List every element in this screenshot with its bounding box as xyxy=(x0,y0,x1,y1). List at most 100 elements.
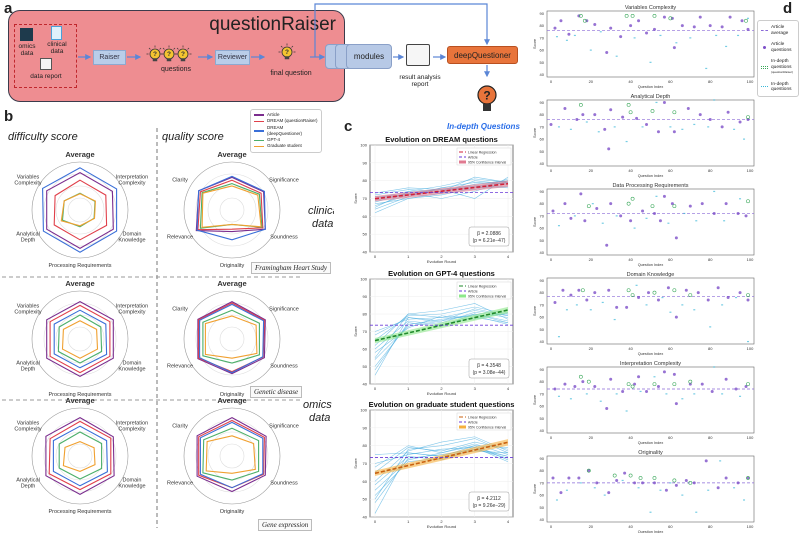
radar-axis-label: Processing Requirements xyxy=(49,509,112,515)
article-question-point xyxy=(746,27,750,31)
radar-series-gpt-4 xyxy=(57,314,103,364)
radar-series-gpt-4 xyxy=(199,183,263,229)
scatter-chart-sc4: Domain Knowledge 40 50 60 70 80 90 0 20 40 60 80 100… xyxy=(533,272,755,356)
feedback-arrow xyxy=(314,3,490,57)
x-axis-label: Question Index xyxy=(638,441,664,445)
radar-gridline xyxy=(219,326,245,352)
trajectory-line xyxy=(374,436,509,482)
in-depth-raiser-point xyxy=(624,13,629,18)
radar-gridline xyxy=(43,419,117,493)
x-axis-label: Question Index xyxy=(638,263,664,267)
y-tick-label: 60 xyxy=(363,479,368,484)
radar-axis-label: Average xyxy=(217,279,246,288)
radar-series-article xyxy=(197,300,266,375)
article-question-point xyxy=(553,387,557,391)
article-question-point xyxy=(712,211,716,215)
trajectory-line xyxy=(374,306,509,341)
radar-gridline xyxy=(55,431,105,481)
article-question-point xyxy=(740,19,744,23)
x-tick-label: 1 xyxy=(407,519,410,524)
article-question-point xyxy=(734,387,738,391)
in-depth-raiser-point xyxy=(630,384,635,389)
y-tick-label: 60 xyxy=(363,347,368,352)
article-question-point xyxy=(724,202,728,206)
in-depth-deep-point xyxy=(557,395,560,397)
axis-label-line: Analytical xyxy=(16,361,40,367)
radar-axis-label: Analytical Depth xyxy=(16,478,40,490)
in-depth-deep-point xyxy=(637,487,640,489)
y-tick-label: 90 xyxy=(540,456,545,461)
beta-box xyxy=(468,491,510,512)
article-question-point xyxy=(704,459,708,463)
panel-label-a: a xyxy=(4,0,13,17)
axis-label-line: Analytical xyxy=(16,478,40,484)
in-depth-deep-point xyxy=(641,126,644,128)
radar-series-graduate-student xyxy=(204,315,258,359)
radar-axis-label: Soundness xyxy=(270,481,298,487)
radar-axis-label: Interpretation Complexity xyxy=(116,304,148,316)
radar-axis-label: Variables Complexity xyxy=(14,421,41,433)
in-depth-deep-point xyxy=(693,309,696,311)
plot-area xyxy=(546,366,755,434)
y-tick-label: 60 xyxy=(540,404,545,409)
radar-series-dream-questionraiser- xyxy=(197,179,264,231)
bulb-ray xyxy=(159,47,162,50)
in-depth-deep-point xyxy=(721,393,724,395)
article-question-point xyxy=(629,219,633,223)
radar-gridline xyxy=(219,197,245,223)
radar-axis-label: Average xyxy=(217,396,246,405)
legend-article-average: Article average xyxy=(761,25,795,36)
y-tick-label: 40 xyxy=(540,339,545,344)
radar-chart-qual2: Average Significance Soundness Originality R… xyxy=(167,279,299,398)
x-tick-label: 60 xyxy=(668,435,673,440)
radar-axis-label: Average xyxy=(65,396,94,405)
axis-label-line: Soundness xyxy=(270,481,298,487)
article-question-point xyxy=(629,24,633,28)
legend-label: Linear Regression xyxy=(468,151,496,155)
y-tick-label: 60 xyxy=(540,315,545,320)
axis-label-line: Knowledge xyxy=(118,238,145,244)
axis-label-line: Relevance xyxy=(167,364,193,370)
article-question-point xyxy=(553,300,557,304)
in-depth-deep-point xyxy=(565,39,568,41)
radar-series-dream-questionraiser- xyxy=(48,420,112,491)
y-axis-label: Score xyxy=(533,395,537,405)
bulb-base xyxy=(180,58,186,62)
article-question-point xyxy=(609,202,613,206)
legend-label: In-depth questions xyxy=(771,81,792,93)
axis-label-line: Clarity xyxy=(172,307,188,313)
chart-title: Analytical Depth xyxy=(631,94,671,100)
radar-series-dream-deepquestioner- xyxy=(196,175,266,241)
legend-label: Article questions xyxy=(771,42,792,53)
in-depth-deep-point xyxy=(569,128,572,130)
in-depth-deep-point xyxy=(565,489,568,491)
in-depth-deep-point xyxy=(719,460,722,462)
article-question-point xyxy=(680,24,684,28)
radar-series-graduate-student xyxy=(62,441,96,472)
axis-label-line: Significance xyxy=(269,178,299,184)
article-question-point xyxy=(708,118,712,122)
axis-label-line: Domain xyxy=(122,478,141,484)
in-depth-raiser-point xyxy=(746,476,750,480)
article-question-point xyxy=(625,305,629,309)
article-question-point xyxy=(641,481,645,485)
y-tick-label: 80 xyxy=(540,112,545,117)
y-tick-label: 80 xyxy=(540,468,545,473)
data-report-icon xyxy=(40,58,52,70)
panel-label-b: b xyxy=(4,108,14,125)
article-question-point xyxy=(674,315,678,319)
plot-area xyxy=(546,10,755,78)
x-tick-label: 40 xyxy=(628,346,633,351)
in-depth-raiser-point xyxy=(628,110,633,115)
question-raiser-title: questionRaiser xyxy=(209,14,336,35)
in-depth-deep-point xyxy=(557,336,560,338)
x-tick-label: 2 xyxy=(440,254,443,259)
article-question-point xyxy=(605,51,609,55)
bulb-ray xyxy=(187,47,190,50)
article-question-point xyxy=(609,377,613,381)
y-tick-label: 90 xyxy=(540,189,545,194)
y-tick-label: 70 xyxy=(540,35,545,40)
article-question-point xyxy=(645,389,649,393)
article-question-point xyxy=(573,385,577,389)
